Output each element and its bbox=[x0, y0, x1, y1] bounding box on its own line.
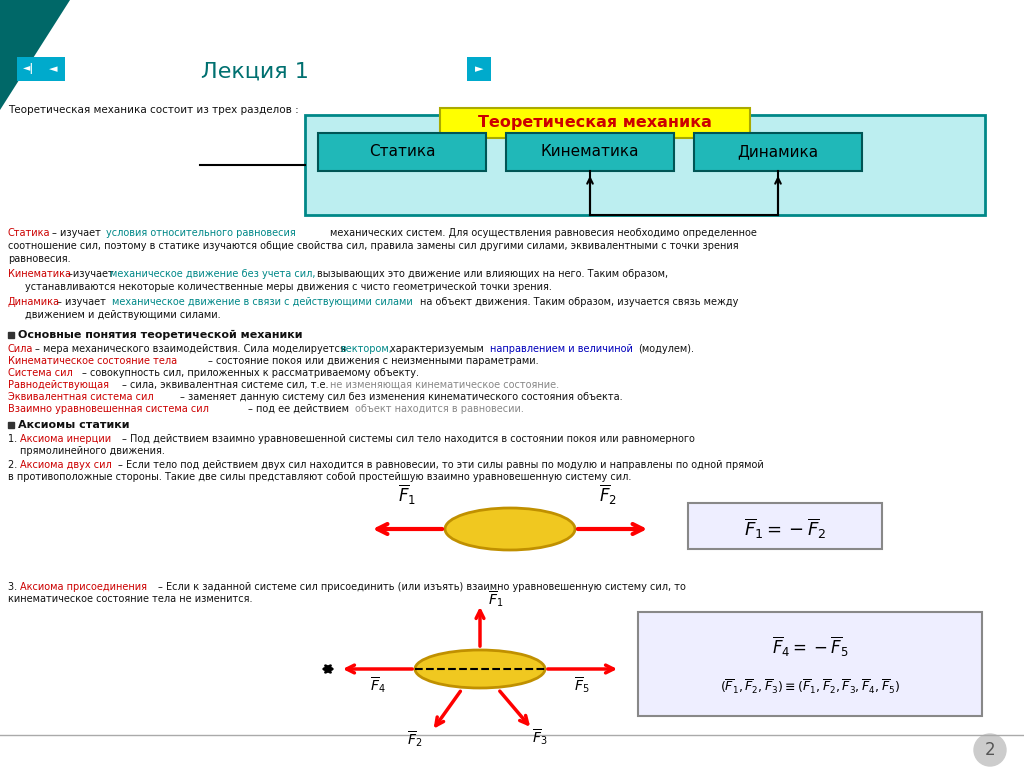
Text: механическое движение без учета сил,: механическое движение без учета сил, bbox=[110, 269, 315, 279]
Text: Кинематическое состояние тела: Кинематическое состояние тела bbox=[8, 356, 177, 366]
Text: – изучает: – изучает bbox=[57, 297, 109, 307]
Text: равновесия.: равновесия. bbox=[8, 254, 71, 264]
Text: – мера механического взаимодействия. Сила моделируется: – мера механического взаимодействия. Сил… bbox=[35, 344, 349, 354]
Text: $\overline{F}_1 = -\overline{F}_2$: $\overline{F}_1 = -\overline{F}_2$ bbox=[743, 517, 826, 541]
Text: механических систем. Для осуществления равновесия необходимо определенное: механических систем. Для осуществления р… bbox=[330, 228, 757, 238]
Text: Сила: Сила bbox=[8, 344, 34, 354]
Text: Аксиома инерции: Аксиома инерции bbox=[20, 434, 112, 444]
Text: устанавливаются некоторые количественные меры движения с чисто геометрической то: устанавливаются некоторые количественные… bbox=[25, 282, 552, 292]
Text: Равнодействующая: Равнодействующая bbox=[8, 380, 109, 390]
Text: вызывающих это движение или влияющих на него. Таким образом,: вызывающих это движение или влияющих на … bbox=[317, 269, 668, 279]
Text: вектором,: вектором, bbox=[340, 344, 392, 354]
Text: $\overline{F}_1$: $\overline{F}_1$ bbox=[398, 483, 416, 507]
Text: кинематическое состояние тела не изменится.: кинематическое состояние тела не изменит… bbox=[8, 594, 253, 604]
Text: ►: ► bbox=[475, 64, 483, 74]
Text: – Под действием взаимно уравновешенной системы сил тело находится в состоянии по: – Под действием взаимно уравновешенной с… bbox=[122, 434, 695, 444]
Text: Аксиома двух сил: Аксиома двух сил bbox=[20, 460, 112, 470]
Text: 1.: 1. bbox=[8, 434, 20, 444]
Ellipse shape bbox=[415, 650, 545, 688]
Text: Динамика: Динамика bbox=[8, 297, 60, 307]
Text: Лекция 1: Лекция 1 bbox=[201, 62, 309, 82]
FancyBboxPatch shape bbox=[17, 57, 41, 81]
Text: направлением и величиной: направлением и величиной bbox=[490, 344, 633, 354]
Text: Статика: Статика bbox=[8, 228, 50, 238]
Text: – Если тело под действием двух сил находится в равновесии, то эти силы равны по : – Если тело под действием двух сил наход… bbox=[118, 460, 764, 470]
Text: – сила, эквивалентная системе сил, т.е.: – сила, эквивалентная системе сил, т.е. bbox=[122, 380, 332, 390]
Ellipse shape bbox=[445, 508, 575, 550]
Text: – Если к заданной системе сил присоединить (или изъять) взаимно уравновешенную с: – Если к заданной системе сил присоедини… bbox=[158, 582, 686, 592]
FancyBboxPatch shape bbox=[506, 133, 674, 171]
Text: характеризуемым: характеризуемым bbox=[390, 344, 486, 354]
Text: механическое движение в связи с действующими силами: механическое движение в связи с действую… bbox=[112, 297, 413, 307]
Text: ◄|: ◄| bbox=[24, 64, 35, 74]
FancyBboxPatch shape bbox=[440, 108, 750, 138]
FancyBboxPatch shape bbox=[305, 115, 985, 215]
Text: Теоретическая механика состоит из трех разделов :: Теоретическая механика состоит из трех р… bbox=[8, 105, 299, 115]
Text: – под ее действием: – под ее действием bbox=[248, 404, 352, 414]
Text: Теоретическая механика: Теоретическая механика bbox=[478, 115, 712, 131]
FancyBboxPatch shape bbox=[467, 57, 490, 81]
FancyBboxPatch shape bbox=[318, 133, 486, 171]
Text: Аксиомы статики: Аксиомы статики bbox=[18, 420, 129, 430]
Text: Кинематика: Кинематика bbox=[541, 144, 639, 160]
Text: в противоположные стороны. Такие две силы представляют собой простейшую взаимно : в противоположные стороны. Такие две сил… bbox=[8, 472, 632, 482]
Circle shape bbox=[974, 734, 1006, 766]
Text: не изменяющая кинематическое состояние.: не изменяющая кинематическое состояние. bbox=[330, 380, 559, 390]
Text: 2.: 2. bbox=[8, 460, 20, 470]
Text: ◄: ◄ bbox=[49, 64, 57, 74]
Text: на объект движения. Таким образом, изучается связь между: на объект движения. Таким образом, изуча… bbox=[420, 297, 738, 307]
Text: Статика: Статика bbox=[369, 144, 435, 160]
Text: Аксиома присоединения: Аксиома присоединения bbox=[20, 582, 147, 592]
Text: $\overline{F}_4 = -\overline{F}_5$: $\overline{F}_4 = -\overline{F}_5$ bbox=[772, 635, 848, 659]
Text: Основные понятия теоретической механики: Основные понятия теоретической механики bbox=[18, 330, 302, 340]
Text: Динамика: Динамика bbox=[737, 144, 818, 160]
FancyBboxPatch shape bbox=[41, 57, 65, 81]
Text: $\overline{F}_1$: $\overline{F}_1$ bbox=[488, 589, 504, 609]
Text: движением и действующими силами.: движением и действующими силами. bbox=[25, 310, 220, 320]
FancyBboxPatch shape bbox=[638, 612, 982, 716]
Text: объект находится в равновесии.: объект находится в равновесии. bbox=[355, 404, 524, 414]
FancyBboxPatch shape bbox=[688, 503, 882, 549]
Text: Взаимно уравновешенная система сил: Взаимно уравновешенная система сил bbox=[8, 404, 209, 414]
Text: соотношение сил, поэтому в статике изучаются общие свойства сил, правила замены : соотношение сил, поэтому в статике изуча… bbox=[8, 241, 738, 251]
Text: $\overline{F}_5$: $\overline{F}_5$ bbox=[574, 675, 590, 695]
Bar bbox=[8, 332, 14, 338]
Text: Система сил: Система сил bbox=[8, 368, 73, 378]
Text: 3.: 3. bbox=[8, 582, 20, 592]
Text: $\overline{F}_3$: $\overline{F}_3$ bbox=[532, 727, 548, 746]
Text: – изучает: – изучает bbox=[52, 228, 104, 238]
Text: $\overline{F}_2$: $\overline{F}_2$ bbox=[599, 483, 617, 507]
Text: (модулем).: (модулем). bbox=[638, 344, 694, 354]
Bar bbox=[8, 422, 14, 428]
Text: $(\overline{F}_1,\overline{F}_2,\overline{F}_3)\equiv(\overline{F}_1,\overline{F: $(\overline{F}_1,\overline{F}_2,\overlin… bbox=[720, 678, 900, 696]
Text: условия относительного равновесия: условия относительного равновесия bbox=[106, 228, 296, 238]
Text: Кинематика: Кинематика bbox=[8, 269, 71, 279]
Text: 2: 2 bbox=[985, 741, 995, 759]
Polygon shape bbox=[0, 0, 70, 110]
Text: –изучает: –изучает bbox=[68, 269, 117, 279]
FancyBboxPatch shape bbox=[694, 133, 862, 171]
Text: Эквивалентная система сил: Эквивалентная система сил bbox=[8, 392, 154, 402]
Text: – состояние покоя или движения с неизменными параметрами.: – состояние покоя или движения с неизмен… bbox=[208, 356, 539, 366]
Text: $\overline{F}_4$: $\overline{F}_4$ bbox=[370, 675, 386, 695]
Text: прямолинейного движения.: прямолинейного движения. bbox=[20, 446, 165, 456]
Text: $\overline{F}_2$: $\overline{F}_2$ bbox=[408, 729, 423, 749]
Text: – заменяет данную систему сил без изменения кинематического состояния объекта.: – заменяет данную систему сил без измене… bbox=[180, 392, 623, 402]
Text: – совокупность сил, приложенных к рассматриваемому объекту.: – совокупность сил, приложенных к рассма… bbox=[82, 368, 419, 378]
